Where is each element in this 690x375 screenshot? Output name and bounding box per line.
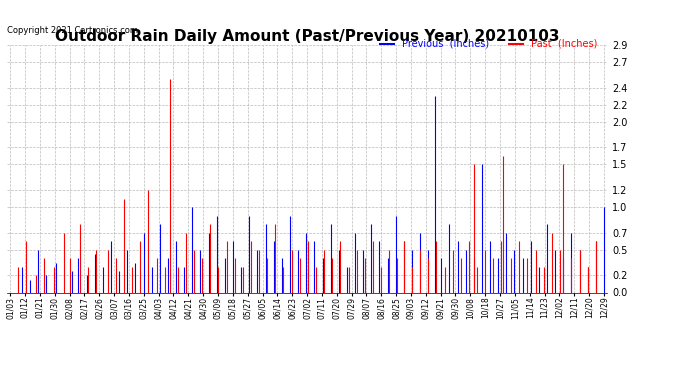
Text: Copyright 2021 Cartronics.com: Copyright 2021 Cartronics.com: [7, 26, 138, 35]
Title: Outdoor Rain Daily Amount (Past/Previous Year) 20210103: Outdoor Rain Daily Amount (Past/Previous…: [55, 29, 560, 44]
Legend: Previous  (Inches), Past  (Inches): Previous (Inches), Past (Inches): [376, 35, 601, 53]
